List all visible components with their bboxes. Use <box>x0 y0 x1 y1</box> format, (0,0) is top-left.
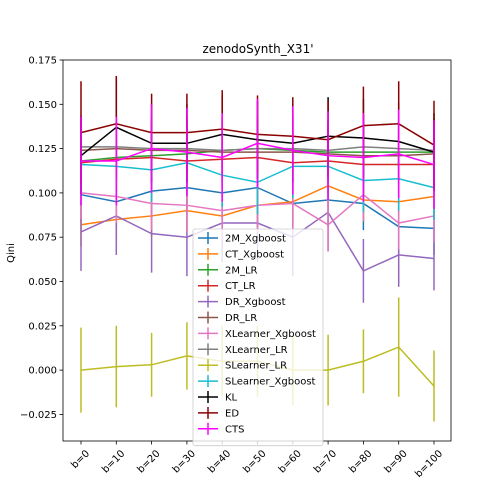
legend-item-ED: ED <box>198 406 239 419</box>
y-tick-label: 0.050 <box>28 277 57 288</box>
legend: 2M_Xgboost CT_Xgboost 2M_LR CT_LR DR_Xgboost… <box>192 228 324 447</box>
legend-label: XLearner_LR <box>225 345 288 356</box>
legend-label: 2M_LR <box>225 265 258 276</box>
legend-label: ED <box>225 408 239 419</box>
y-tick-label: 0.025 <box>28 321 57 332</box>
legend-label: DR_LR <box>225 313 257 324</box>
legend-label: SLearner_LR <box>225 361 287 372</box>
series-CTS <box>80 98 435 209</box>
y-tick-label: 0.100 <box>28 188 57 199</box>
y-tick-label: 0.000 <box>28 366 57 377</box>
legend-label: CTS <box>225 424 244 435</box>
legend-label: XLearner_Xgboost <box>225 329 316 340</box>
series-line <box>81 142 435 166</box>
legend-label: 2M_Xgboost <box>225 234 286 245</box>
legend-item-DR_Xgboost: DR_Xgboost <box>198 295 286 308</box>
legend-label: SLearner_Xgboost <box>225 377 316 388</box>
legend-item-DR_LR: DR_LR <box>198 311 257 324</box>
chart-title: zenodoSynth_X31' <box>202 42 313 56</box>
legend-item-2M_Xgboost: 2M_Xgboost <box>198 232 286 245</box>
y-tick-label: −0.025 <box>20 410 57 421</box>
y-tick-label: 0.125 <box>28 144 57 155</box>
legend-item-SLearner_LR: SLearner_LR <box>198 359 287 372</box>
legend-item-XLearner_Xgboost: XLearner_Xgboost <box>198 327 316 340</box>
legend-item-XLearner_LR: XLearner_LR <box>198 343 288 356</box>
legend-item-SLearner_Xgboost: SLearner_Xgboost <box>198 375 316 388</box>
legend-label: CT_Xgboost <box>225 249 284 260</box>
legend-box <box>192 228 324 447</box>
y-tick-label: 0.075 <box>28 233 57 244</box>
legend-label: CT_LR <box>225 281 256 292</box>
legend-label: KL <box>225 393 238 404</box>
legend-item-2M_LR: 2M_LR <box>198 263 258 276</box>
legend-item-CT_Xgboost: CT_Xgboost <box>198 247 284 260</box>
y-tick-label: 0.175 <box>28 56 57 67</box>
legend-item-CTS: CTS <box>198 422 244 435</box>
y-axis-label: Qini <box>6 243 17 263</box>
legend-item-KL: KL <box>198 391 238 404</box>
legend-item-CT_LR: CT_LR <box>198 279 256 292</box>
series-layer <box>80 75 435 422</box>
y-tick-label: 0.150 <box>28 100 57 111</box>
legend-label: DR_Xgboost <box>225 297 286 308</box>
